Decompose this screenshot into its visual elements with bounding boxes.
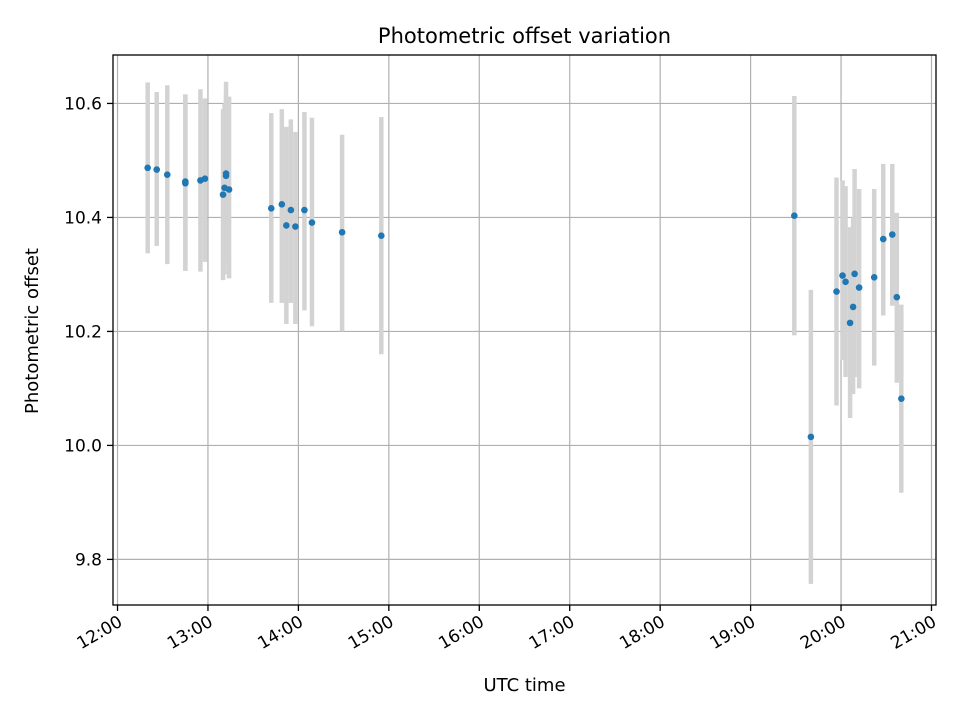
data-point (292, 223, 299, 230)
data-point (283, 222, 290, 229)
data-point (879, 235, 887, 243)
y-axis-ticks: 9.8 10.0 10.2 10.4 10.6 (64, 94, 113, 570)
data-point (870, 273, 878, 281)
data-point (219, 191, 227, 198)
x-tick-label: 20:00 (797, 612, 849, 654)
data-point (851, 270, 858, 278)
x-axis-ticks: 12:00 13:00 14:00 15:00 16:00 17:00 18:00 19:00… (74, 605, 940, 654)
data-points (144, 164, 905, 441)
data-point (278, 201, 286, 208)
data-point (163, 171, 171, 178)
x-tick-label: 18:00 (616, 612, 668, 654)
x-tick-label: 14:00 (254, 612, 306, 654)
data-point (338, 228, 346, 236)
data-point (144, 164, 151, 172)
y-tick-label: 10.6 (64, 94, 102, 114)
plot-frame (112, 54, 937, 606)
data-point (287, 206, 295, 214)
x-tick-label: 19:00 (707, 612, 759, 654)
y-tick-label: 10.0 (64, 436, 102, 456)
data-point (378, 232, 385, 239)
data-point (839, 272, 846, 279)
data-point (849, 303, 857, 311)
data-point (267, 205, 275, 212)
data-point (791, 212, 798, 220)
error-bars (145, 81, 904, 584)
x-tick-label: 16:00 (435, 612, 487, 654)
y-tick-label: 9.8 (75, 550, 102, 570)
x-tick-label: 13:00 (164, 612, 216, 654)
x-tick-label: 15:00 (345, 612, 397, 654)
data-point (893, 293, 901, 301)
data-point (182, 179, 189, 187)
data-point (308, 219, 316, 226)
data-point (153, 166, 161, 173)
chart-title: Photometric offset variation (378, 24, 671, 48)
data-point (201, 175, 209, 182)
x-tick-label: 21:00 (888, 612, 940, 654)
data-point (225, 186, 233, 193)
data-point (301, 206, 308, 214)
data-point (807, 433, 815, 441)
x-tick-label: 17:00 (526, 612, 578, 654)
y-tick-label: 10.4 (64, 208, 102, 228)
data-point (855, 284, 863, 291)
y-tick-label: 10.2 (64, 322, 102, 342)
data-point (833, 288, 840, 295)
grid (113, 55, 936, 605)
y-axis-label: Photometric offset (22, 248, 43, 414)
data-point (898, 395, 905, 402)
x-tick-label: 12:00 (74, 612, 126, 654)
data-point (846, 319, 854, 327)
data-point (888, 231, 896, 238)
data-point (222, 170, 230, 177)
x-axis-label: UTC time (483, 675, 565, 696)
data-point (842, 278, 849, 286)
